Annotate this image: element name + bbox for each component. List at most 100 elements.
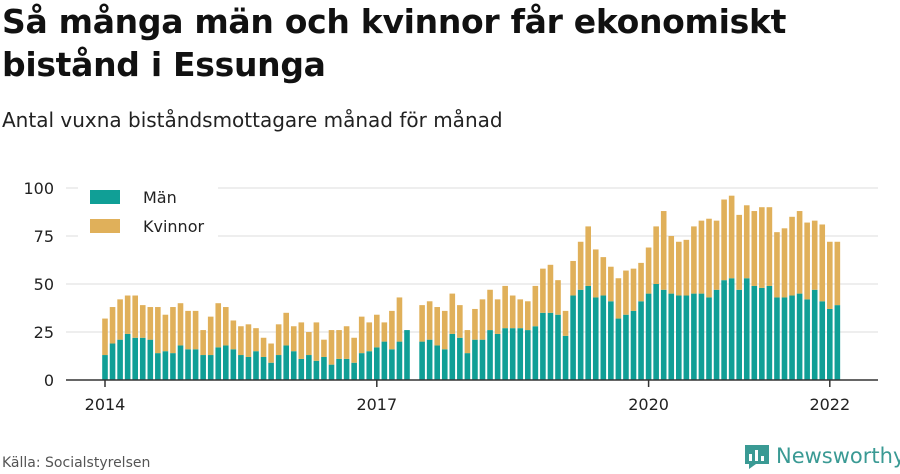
bar-men <box>321 356 327 380</box>
bar-women <box>298 322 305 359</box>
bar-men <box>623 314 629 380</box>
bar-women <box>343 326 350 359</box>
bar-men <box>147 339 154 380</box>
bar-women <box>585 226 591 286</box>
bar-women <box>623 270 629 315</box>
bar-men <box>638 301 644 380</box>
bar-men <box>343 358 350 380</box>
bar-women <box>275 324 282 356</box>
bar-men <box>185 349 191 380</box>
bar-women <box>774 232 780 298</box>
bar-men <box>275 355 282 380</box>
chart-subtitle: Antal vuxna biståndsmottagare månad för … <box>2 108 503 132</box>
bar-women <box>170 307 176 354</box>
bar-men <box>819 301 826 380</box>
bar-women <box>124 295 131 334</box>
legend-swatch-men <box>90 190 120 204</box>
brand-name: Newsworthy <box>776 444 900 468</box>
bar-men <box>283 345 289 380</box>
bar-men <box>759 287 765 380</box>
bar-women <box>419 305 425 342</box>
x-tick-label: 2020 <box>628 395 669 414</box>
bar-men <box>215 347 222 380</box>
bar-women <box>660 211 667 290</box>
bar-men <box>592 297 599 380</box>
bar-women <box>245 324 252 357</box>
bar-men <box>676 295 682 380</box>
bar-women <box>351 337 357 363</box>
bar-women <box>827 241 833 309</box>
bar-men <box>630 310 637 380</box>
bar-men <box>426 339 433 380</box>
bar-men <box>351 362 357 380</box>
bar-men <box>600 295 607 380</box>
bar-women <box>464 330 471 354</box>
bar-men <box>449 333 456 380</box>
bar-women <box>509 295 516 329</box>
bar-men <box>540 312 546 380</box>
brand-logo-block[interactable]: Newsworthy <box>744 441 900 471</box>
bar-women <box>472 308 478 340</box>
newsworthy-logo-icon <box>745 445 769 469</box>
bar-men <box>509 328 516 380</box>
bar-women <box>804 222 810 300</box>
bar-women <box>653 226 659 284</box>
bar-men <box>358 353 365 380</box>
bar-men <box>200 355 206 380</box>
bar-women <box>683 239 690 296</box>
bar-men <box>827 308 833 380</box>
bar-women <box>283 312 289 346</box>
bar-men <box>419 341 425 380</box>
bar-men <box>170 353 176 380</box>
bar-women <box>819 224 826 302</box>
bar-men <box>608 301 614 380</box>
bar-women <box>630 268 637 311</box>
bar-men <box>238 355 244 380</box>
bar-men <box>404 330 410 380</box>
bar-men <box>268 362 274 380</box>
bar-women <box>577 241 584 290</box>
bar-men <box>253 351 259 380</box>
bar-women <box>517 299 524 329</box>
bar-men <box>691 293 697 380</box>
bar-women <box>691 226 697 294</box>
bar-men <box>177 345 184 380</box>
bar-men <box>192 349 199 380</box>
bar-men <box>109 343 116 380</box>
bar-women <box>811 220 818 290</box>
y-tick-label: 25 <box>34 323 54 342</box>
bar-men <box>562 335 569 380</box>
bar-men <box>313 360 320 380</box>
legend-label-women: Kvinnor <box>143 217 204 236</box>
bar-women <box>570 260 576 296</box>
bar-women <box>313 322 320 361</box>
x-tick-label: 2014 <box>85 395 126 414</box>
bar-women <box>185 310 191 350</box>
bar-women <box>479 299 486 340</box>
bar-women <box>743 205 750 279</box>
bar-men <box>781 297 788 380</box>
bar-men <box>230 349 237 380</box>
bar-women <box>525 301 531 331</box>
bar-men <box>570 295 576 380</box>
bar-men <box>487 330 493 380</box>
bar-women <box>608 266 614 302</box>
bar-women <box>426 301 433 340</box>
bar-women <box>736 214 742 290</box>
bar-women <box>162 314 169 352</box>
bar-men <box>381 341 388 380</box>
bar-women <box>238 326 244 356</box>
bar-women <box>223 307 229 346</box>
bar-men <box>525 330 531 380</box>
bar-men <box>245 356 252 380</box>
bar-women <box>796 211 803 294</box>
bar-men <box>736 289 742 380</box>
bar-men <box>517 328 524 380</box>
bar-men <box>328 364 335 380</box>
bar-women <box>676 241 682 296</box>
x-tick-label: 2022 <box>809 395 850 414</box>
bar-women <box>759 207 765 288</box>
bar-men <box>298 358 305 380</box>
bar-men <box>683 295 690 380</box>
bar-women <box>336 330 342 359</box>
